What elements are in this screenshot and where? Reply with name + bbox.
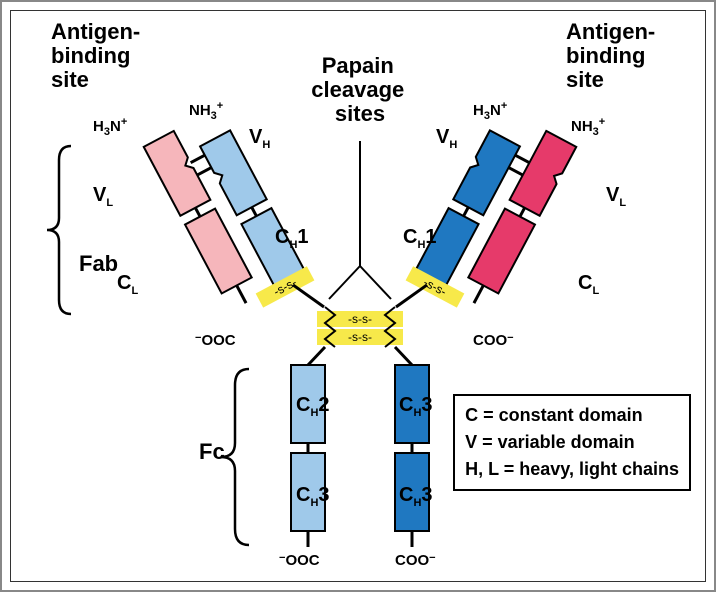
ss-label-1: -s-s-	[348, 312, 372, 326]
label-vh-right: VH	[436, 126, 457, 151]
label-vl-right: VL	[606, 184, 626, 209]
label-coo-fc-left: −OOC	[279, 552, 320, 569]
legend-c: C = constant domain	[465, 402, 679, 429]
label-coo-fc-right: COO−	[395, 552, 436, 569]
brace-fab	[47, 146, 71, 314]
label-papain: Papain cleavage sites	[311, 53, 408, 126]
outer-frame: -s-s- -s-s- -s-s-	[0, 0, 716, 592]
legend-hl: H, L = heavy, light chains	[465, 456, 679, 483]
brace-fc	[221, 369, 249, 545]
label-coo-right-fab: COO−	[473, 332, 514, 349]
label-vl-left: VL	[93, 184, 113, 209]
label-cl-right: CL	[578, 272, 599, 297]
label-fab: Fab	[79, 251, 118, 276]
label-nh3-right: NH3+	[571, 116, 605, 138]
label-vh-left: VH	[249, 126, 270, 151]
label-cl-left: CL	[117, 272, 138, 297]
label-coo-left-fab: −OOC	[195, 332, 236, 349]
label-h3n-right-inner: H3N+	[473, 100, 507, 122]
label-antigen-right: Antigen- binding site	[566, 19, 660, 92]
inner-frame: -s-s- -s-s- -s-s-	[10, 10, 706, 582]
antibody-diagram: -s-s- -s-s- -s-s-	[11, 11, 706, 582]
fab-arm-right: -s-s-	[392, 106, 576, 347]
label-h3n-left: H3N+	[93, 116, 127, 138]
label-ch1-left: CH1	[275, 226, 309, 251]
hinge-region: -s-s- -s-s-	[317, 307, 403, 347]
legend-v: V = variable domain	[465, 429, 679, 456]
label-antigen-left: Antigen- binding site	[51, 19, 145, 92]
legend-box: C = constant domain V = variable domain …	[453, 394, 691, 491]
label-fc: Fc	[199, 439, 225, 464]
fc-region	[291, 347, 429, 547]
label-nh3-left-inner: NH3+	[189, 100, 223, 122]
ss-label-2: -s-s-	[348, 330, 372, 344]
label-ch1-right: CH1	[403, 226, 437, 251]
papain-lines	[329, 141, 391, 299]
